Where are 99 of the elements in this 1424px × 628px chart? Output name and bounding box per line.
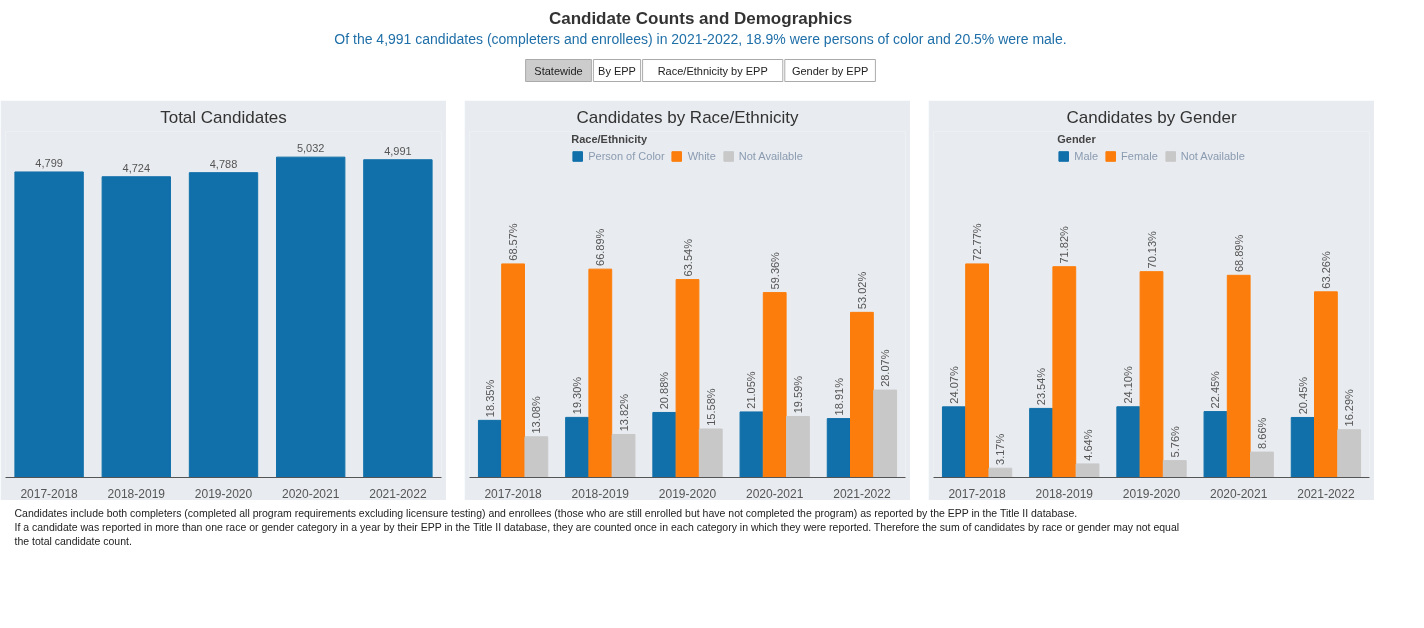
bar — [850, 311, 874, 478]
data-label: 63.26% — [1319, 251, 1332, 289]
legend-label: Female — [1121, 150, 1158, 162]
bar — [698, 428, 723, 478]
bar — [1052, 266, 1077, 478]
data-label: 68.89% — [1232, 234, 1245, 273]
data-label: 16.29% — [1343, 388, 1356, 427]
text: Candidates include both completers (completed all program requirements excluding licensure testing) and enrollees (those who are still enrolled but have not completed the program) as reported by the EPP in the Title II database. — [14, 506, 1078, 519]
bar — [1314, 291, 1338, 478]
data-label: 18.35% — [483, 379, 496, 418]
bar — [739, 411, 764, 478]
x-tick-label: 2021-2022 — [1297, 486, 1355, 501]
bar — [1337, 429, 1362, 478]
bar — [675, 279, 700, 478]
bar — [1162, 460, 1187, 478]
bar — [786, 415, 810, 478]
x-tick-label: 2017-2018 — [20, 486, 79, 501]
data-label: 66.89% — [594, 228, 607, 266]
data-label: 53.02% — [855, 271, 868, 310]
bar — [565, 416, 589, 478]
x-tick-label: 2020-2021 — [282, 486, 340, 501]
data-label: 71.82% — [1058, 225, 1071, 264]
bar — [1203, 411, 1228, 478]
x-tick-label: 2018-2019 — [107, 486, 166, 501]
x-tick-label: 2018-2019 — [571, 486, 630, 501]
text: Gender by EPP — [791, 64, 869, 77]
bar — [873, 389, 898, 478]
data-label: 18.91% — [832, 377, 845, 416]
bar — [1139, 271, 1164, 478]
chart-title: Candidates by Gender — [1066, 107, 1237, 127]
data-label: 5,032 — [296, 142, 325, 155]
x-tick-label: 2017-2018 — [484, 486, 543, 501]
data-label: 4.64% — [1081, 429, 1094, 461]
bar — [965, 263, 989, 478]
text: Statewide — [534, 64, 583, 77]
bar — [1250, 451, 1274, 478]
data-label: 4,724 — [122, 161, 151, 174]
legend-title: Gender — [1057, 133, 1097, 145]
x-tick-label: 2021-2022 — [833, 486, 891, 501]
bar — [652, 411, 677, 478]
text: By EPP — [598, 64, 636, 77]
legend-label: Male — [1074, 150, 1099, 162]
data-label: 24.10% — [1122, 366, 1135, 404]
bar — [762, 292, 787, 478]
data-label: 28.07% — [879, 349, 892, 387]
x-tick-label: 2019-2020 — [1122, 486, 1181, 501]
bar — [941, 406, 966, 478]
data-label: 22.45% — [1209, 370, 1222, 409]
data-label: 4,788 — [209, 157, 238, 170]
legend-label: White — [687, 150, 716, 162]
data-label: 24.07% — [947, 366, 960, 404]
x-tick-label: 2019-2020 — [194, 486, 253, 501]
bar — [477, 419, 502, 478]
text: Candidate Counts and Demographics — [548, 8, 853, 28]
text: If a candidate was reported in more than one race or gender category in a year by their EPP in the Title II database, they are counted once in each category in which they were reported. Therefore the sum of candidates by race or gender may not equal the total candidate count. — [14, 520, 1180, 547]
bar — [988, 467, 1013, 478]
data-label: 19.59% — [791, 375, 804, 414]
data-label: 20.45% — [1296, 376, 1309, 415]
data-label: 3.17% — [994, 433, 1007, 465]
x-tick-label: 2020-2021 — [746, 486, 804, 501]
data-label: 23.54% — [1035, 367, 1048, 406]
bar — [1075, 463, 1100, 478]
bar — [524, 436, 549, 478]
data-label: 63.54% — [681, 238, 694, 277]
bar — [1226, 274, 1251, 478]
bar — [1290, 416, 1315, 478]
data-label: 20.88% — [658, 371, 671, 410]
data-label: 72.77% — [971, 223, 984, 261]
data-label: 59.36% — [768, 251, 781, 290]
data-label: 68.57% — [507, 223, 520, 261]
data-label: 5.76% — [1168, 425, 1181, 458]
data-label: 8.66% — [1255, 417, 1268, 449]
x-tick-label: 2020-2021 — [1210, 486, 1268, 501]
x-tick-label: 2018-2019 — [1035, 486, 1094, 501]
data-label: 13.08% — [530, 396, 543, 434]
data-label: 19.30% — [571, 376, 584, 415]
x-tick-label: 2021-2022 — [369, 486, 427, 501]
data-label: 4,991 — [384, 144, 412, 157]
x-tick-label: 2019-2020 — [658, 486, 717, 501]
data-label: 21.05% — [745, 371, 758, 409]
data-label: 4,799 — [35, 157, 63, 170]
chart-title: Total Candidates — [160, 107, 287, 127]
legend-label: Not Available — [1180, 150, 1245, 162]
text: Race/Ethnicity by EPP — [657, 64, 768, 77]
x-tick-label: 2017-2018 — [948, 486, 1007, 501]
bar — [1029, 407, 1053, 478]
bar — [588, 268, 613, 478]
data-label: 13.82% — [617, 393, 630, 432]
bar — [826, 418, 851, 478]
text: Of the 4,991 candidates (completers and enrollees) in 2021-2022, 18.9% were persons of color and 20.5% were male. — [334, 30, 1067, 47]
bar — [501, 263, 525, 478]
chart-title: Candidates by Race/Ethnicity — [576, 107, 800, 127]
data-label: 15.58% — [704, 388, 717, 426]
legend-title: Race/Ethnicity — [571, 133, 648, 145]
bar — [611, 433, 636, 478]
data-label: 70.13% — [1145, 230, 1158, 269]
bar — [1116, 406, 1141, 478]
legend-label: Not Available — [738, 150, 803, 162]
legend-label: Person of Color — [588, 150, 665, 162]
